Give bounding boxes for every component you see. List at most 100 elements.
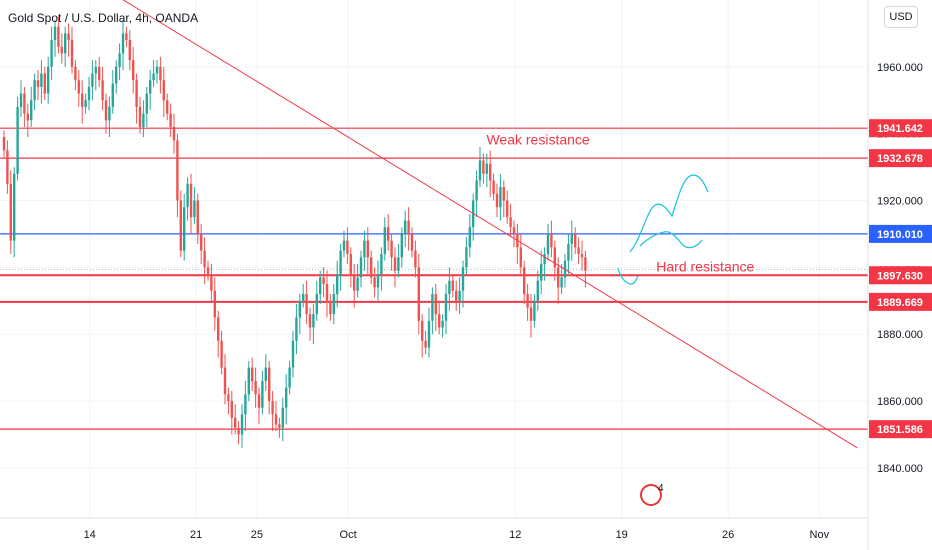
candle-body bbox=[67, 33, 70, 41]
level-price-label: 1910.010 bbox=[877, 229, 923, 241]
candle-body bbox=[557, 267, 560, 288]
candle-body bbox=[349, 253, 352, 275]
y-tick-label: 1920.000 bbox=[877, 196, 923, 208]
candle-body bbox=[26, 113, 29, 121]
candle-body bbox=[390, 240, 393, 258]
candle-body bbox=[142, 113, 145, 127]
candle-body bbox=[451, 280, 454, 291]
candle-body bbox=[553, 247, 556, 268]
candle-body bbox=[502, 187, 505, 201]
candle-body bbox=[145, 93, 148, 114]
candle-body bbox=[254, 380, 257, 395]
candle-body bbox=[227, 394, 230, 402]
candle-body bbox=[482, 160, 485, 174]
candle-body bbox=[519, 247, 522, 268]
candle-body bbox=[206, 267, 210, 275]
trendline[interactable] bbox=[113, 0, 858, 449]
candle-body bbox=[118, 53, 121, 67]
symbol-title[interactable]: Gold Spot / U.S. Dollar, 4h, OANDA bbox=[8, 11, 199, 25]
plot-background[interactable] bbox=[0, 0, 868, 518]
candle-body bbox=[387, 227, 390, 241]
candle-body bbox=[407, 220, 410, 234]
candle-body bbox=[244, 394, 247, 415]
candle-body bbox=[366, 240, 369, 258]
annotation-label[interactable]: Hard resistance bbox=[656, 258, 754, 274]
x-tick-label: Oct bbox=[340, 529, 357, 541]
candle-body bbox=[529, 307, 533, 321]
candle-body bbox=[339, 250, 342, 275]
candle-body bbox=[50, 40, 53, 67]
annotation-label[interactable]: Weak resistance bbox=[486, 131, 589, 147]
level-price-tag bbox=[869, 119, 932, 138]
candle-body bbox=[138, 106, 142, 127]
candle-body bbox=[70, 40, 74, 67]
candle-body bbox=[356, 277, 359, 291]
level-price-labels: 1941.6421932.6781910.0101899.3301897.630… bbox=[869, 119, 932, 439]
flag-badge-icon[interactable] bbox=[640, 484, 662, 506]
candle-body bbox=[509, 217, 512, 228]
candle-body bbox=[77, 80, 80, 94]
candle-body bbox=[523, 267, 526, 295]
candle-body bbox=[81, 93, 84, 107]
candle-body bbox=[135, 80, 138, 107]
candle-body bbox=[149, 80, 152, 94]
candle-body bbox=[560, 277, 563, 288]
candle-body bbox=[434, 294, 437, 315]
x-tick-label: 26 bbox=[722, 529, 734, 541]
candle-body bbox=[370, 257, 373, 278]
candle-body bbox=[332, 294, 335, 315]
candle-body bbox=[380, 253, 383, 275]
candle-body bbox=[526, 294, 529, 308]
candle-body bbox=[489, 163, 492, 181]
time-axis[interactable]: 14 21 25 Oct 12 19 26 Nov bbox=[84, 529, 830, 541]
candle-body bbox=[87, 86, 91, 101]
projection-curve-up bbox=[629, 174, 709, 253]
candle-body bbox=[189, 183, 193, 218]
candle-body bbox=[492, 180, 495, 194]
candle-body bbox=[417, 267, 420, 321]
level-price-label: 1897.630 bbox=[877, 270, 923, 282]
candle-body bbox=[468, 227, 471, 248]
candle-body bbox=[57, 26, 60, 47]
candle-body bbox=[268, 367, 271, 402]
candle-body bbox=[251, 367, 254, 381]
candle-body bbox=[223, 367, 227, 395]
candle-body bbox=[342, 240, 346, 251]
projection-curve-down bbox=[617, 267, 639, 285]
candle-body bbox=[155, 66, 159, 74]
y-tick-label: 1860.000 bbox=[877, 396, 923, 408]
candle-body bbox=[577, 247, 580, 254]
candle-body bbox=[36, 80, 40, 87]
candle-body bbox=[40, 73, 43, 87]
candle-body bbox=[431, 294, 434, 321]
candle-body bbox=[465, 247, 468, 268]
candle-body bbox=[438, 314, 441, 328]
candle-body bbox=[217, 317, 220, 341]
candle-body bbox=[237, 427, 240, 435]
descending-trendline[interactable] bbox=[113, 0, 858, 449]
candle-body bbox=[16, 106, 19, 174]
candle-body bbox=[257, 394, 261, 408]
freehand-drawings[interactable] bbox=[617, 174, 709, 285]
candle-body bbox=[495, 193, 499, 208]
projection-curve-mid bbox=[639, 231, 703, 249]
candle-body bbox=[104, 100, 108, 121]
candle-body bbox=[410, 233, 414, 251]
candle-body bbox=[200, 233, 203, 251]
currency-button[interactable]: USD bbox=[884, 6, 918, 28]
candle-body bbox=[475, 180, 478, 201]
horizontal-levels[interactable] bbox=[0, 127, 868, 430]
level-price-label: 1851.586 bbox=[877, 424, 923, 436]
candle-body bbox=[278, 424, 281, 428]
candle-body bbox=[315, 294, 318, 315]
candle-body bbox=[19, 93, 23, 107]
candle-body bbox=[43, 73, 46, 94]
candle-body bbox=[91, 73, 94, 87]
candle-body bbox=[84, 100, 87, 107]
candle-body bbox=[444, 294, 448, 321]
candle-body bbox=[230, 401, 233, 418]
candle-body bbox=[203, 250, 206, 268]
candle-body bbox=[179, 200, 182, 251]
candle-body bbox=[512, 227, 516, 234]
